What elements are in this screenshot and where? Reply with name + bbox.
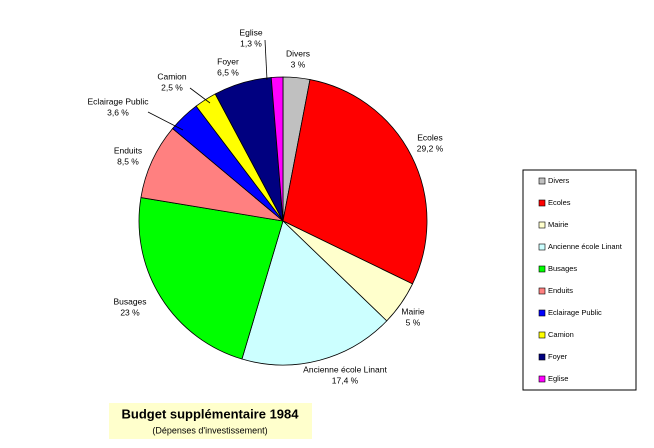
legend-label: Foyer <box>548 352 568 361</box>
legend-swatch <box>538 375 546 383</box>
legend-swatch <box>538 331 546 339</box>
legend-label: Eglise <box>548 374 568 383</box>
legend-swatch <box>538 353 546 361</box>
legend-label: Ecoles <box>548 198 571 207</box>
legend-label: Ancienne école Linant <box>548 242 623 251</box>
slice-label: Divers <box>286 48 310 58</box>
value-label: 17,4 % <box>332 375 359 385</box>
slice-label: Eclairage Public <box>88 96 150 106</box>
pie-slice <box>270 76 284 222</box>
leader-line <box>264 39 268 81</box>
slice-label: Ecoles <box>417 132 443 142</box>
title-box <box>109 403 312 439</box>
legend-box <box>522 169 637 391</box>
legend-swatch <box>538 221 546 229</box>
legend-swatch <box>538 265 546 273</box>
value-label: 6,5 % <box>217 67 239 77</box>
slice-label: Camion <box>157 71 187 81</box>
leader-line <box>147 111 184 131</box>
legend-swatch <box>538 309 546 317</box>
value-label: 5 % <box>406 317 421 327</box>
value-label: 2,5 % <box>161 82 183 92</box>
legend-label: Eclairage Public <box>548 308 602 317</box>
slice-label: Ancienne école Linant <box>303 364 387 374</box>
legend-swatch <box>538 287 546 295</box>
legend-label: Enduits <box>548 286 573 295</box>
pie-slice <box>241 220 388 366</box>
legend-label: Mairie <box>548 220 568 229</box>
value-label: 3,6 % <box>107 107 129 117</box>
slice-label: Eglise <box>239 27 262 37</box>
legend-swatch <box>538 177 546 185</box>
value-label: 23 % <box>120 307 140 317</box>
pie-slice <box>282 79 428 285</box>
value-label: 3 % <box>291 59 306 69</box>
value-label: 1,3 % <box>240 38 262 48</box>
slice-label: Busages <box>113 296 146 306</box>
legend-label: Camion <box>548 330 574 339</box>
chart-subtitle: (Dépenses d'investissement) <box>152 425 267 435</box>
legend-label: Divers <box>548 176 570 185</box>
legend-swatch <box>538 199 546 207</box>
legend-swatch <box>538 243 546 251</box>
slice-label: Enduits <box>114 145 142 155</box>
legend-label: Busages <box>548 264 577 273</box>
slice-label: Foyer <box>217 56 239 66</box>
slice-label: Mairie <box>401 306 424 316</box>
leader-line <box>189 87 211 104</box>
pie-slice <box>138 197 284 360</box>
value-label: 8,5 % <box>117 156 139 166</box>
value-label: 29,2 % <box>417 143 444 153</box>
chart-title: Budget supplémentaire 1984 <box>122 406 300 421</box>
